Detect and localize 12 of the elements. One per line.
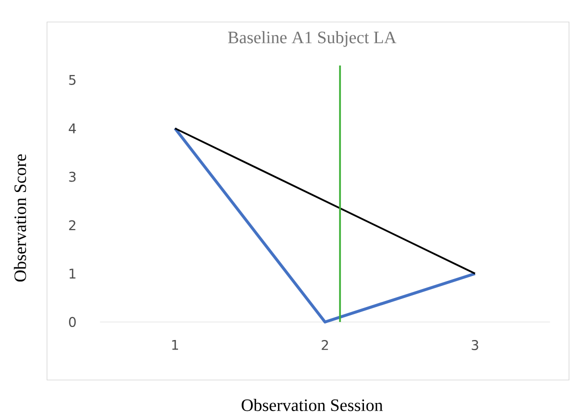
y-tick-label: 1 — [70, 268, 76, 278]
y-tick-label: 2 — [69, 220, 76, 230]
chart-title: Baseline A1 Subject LA — [228, 31, 396, 47]
y-tick-label: 5 — [69, 75, 76, 85]
y-tick-label: 0 — [69, 316, 76, 328]
x-tick-label: 3 — [472, 340, 478, 350]
y-tick-label: 3 — [69, 172, 76, 182]
y-tick-label: 4 — [68, 124, 76, 134]
x-axis-title: Observation Session — [242, 398, 383, 412]
x-tick-label: 1 — [172, 340, 178, 350]
y-axis-title: Observation Score — [14, 154, 26, 282]
x-tick-label: 2 — [322, 340, 328, 350]
